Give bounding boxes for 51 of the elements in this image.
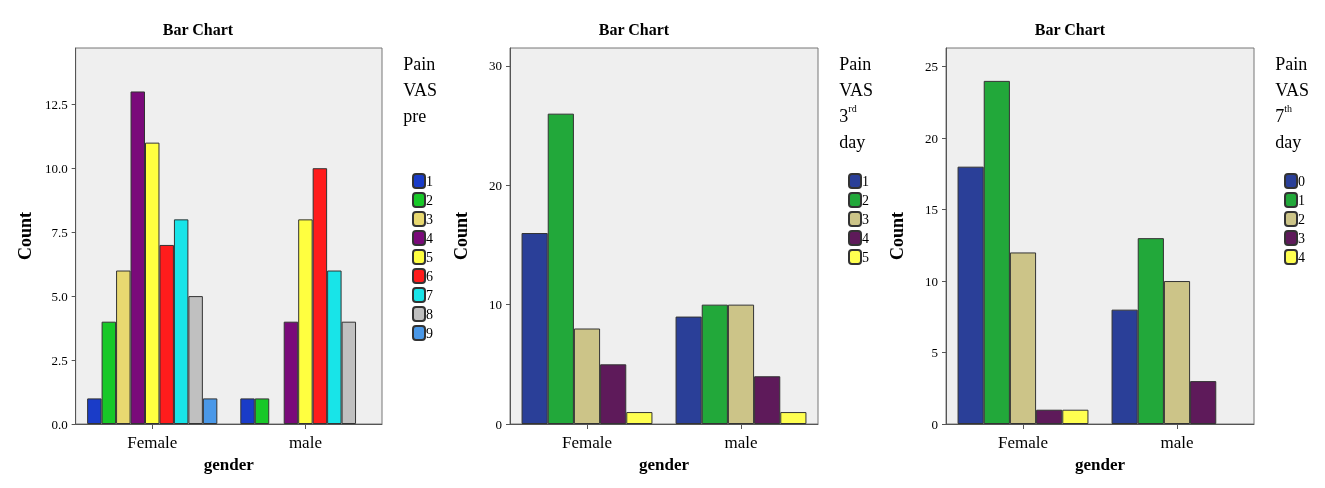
legend-label: 7 (426, 287, 433, 303)
y-tick-label: 12.5 (44, 96, 68, 112)
x-tick-label: male (1160, 433, 1194, 452)
legend-label: 4 (426, 230, 433, 246)
legend-label: 1 (426, 173, 433, 189)
legend-label: 2 (426, 192, 433, 208)
y-tick-label: 0 (495, 416, 502, 432)
legend-label: 4 (1298, 249, 1305, 265)
legend-label: 5 (862, 249, 869, 265)
legend-label: 9 (426, 325, 433, 341)
chart-title: Bar Chart (1034, 20, 1106, 38)
x-axis-title: gender (1074, 454, 1126, 474)
y-tick-label: 2.5 (51, 352, 68, 368)
legend-label: 5 (426, 249, 433, 265)
x-tick-label: Female (561, 433, 613, 452)
y-tick-label: 7.5 (51, 224, 68, 240)
y-axis-title: Count (15, 211, 35, 261)
y-tick-label: 0 (931, 416, 938, 432)
y-axis-title: Count (451, 211, 471, 261)
y-tick-label: 10 (489, 297, 502, 313)
x-tick-label: male (724, 433, 758, 452)
y-tick-label: 0.0 (51, 416, 68, 432)
x-tick-label: Female (997, 433, 1049, 452)
legend-label: 3 (426, 211, 433, 227)
legend-label: 0 (1298, 173, 1305, 189)
y-tick-label: 10.0 (44, 160, 68, 176)
legend-label: 6 (426, 268, 433, 284)
legend-label: 3 (862, 211, 869, 227)
chart-title: Bar Chart (598, 20, 670, 38)
y-tick-label: 15 (925, 202, 938, 218)
legend-label: 2 (862, 192, 869, 208)
chart-title: Bar Chart (162, 20, 234, 38)
x-axis-title: gender (638, 454, 690, 474)
legend-label: 1 (1298, 192, 1305, 208)
x-tick-label: Female (127, 433, 178, 452)
x-axis-title: gender (203, 454, 255, 474)
y-tick-label: 10 (925, 273, 938, 289)
legend-label: 3 (1298, 230, 1305, 246)
y-tick-label: 20 (489, 177, 502, 193)
y-tick-label: 30 (489, 58, 502, 74)
y-axis-title: Count (887, 211, 907, 261)
y-tick-label: 25 (925, 59, 938, 75)
legend-label: 1 (862, 173, 869, 189)
legend-label: 4 (862, 230, 869, 246)
legend-label: 2 (1298, 211, 1305, 227)
y-tick-label: 5 (931, 345, 938, 361)
x-tick-label: male (288, 433, 322, 452)
y-tick-label: 20 (925, 130, 938, 146)
y-tick-label: 5.0 (51, 288, 68, 304)
legend-title: Pain VAS pre (403, 54, 438, 126)
legend-label: 8 (426, 306, 433, 322)
